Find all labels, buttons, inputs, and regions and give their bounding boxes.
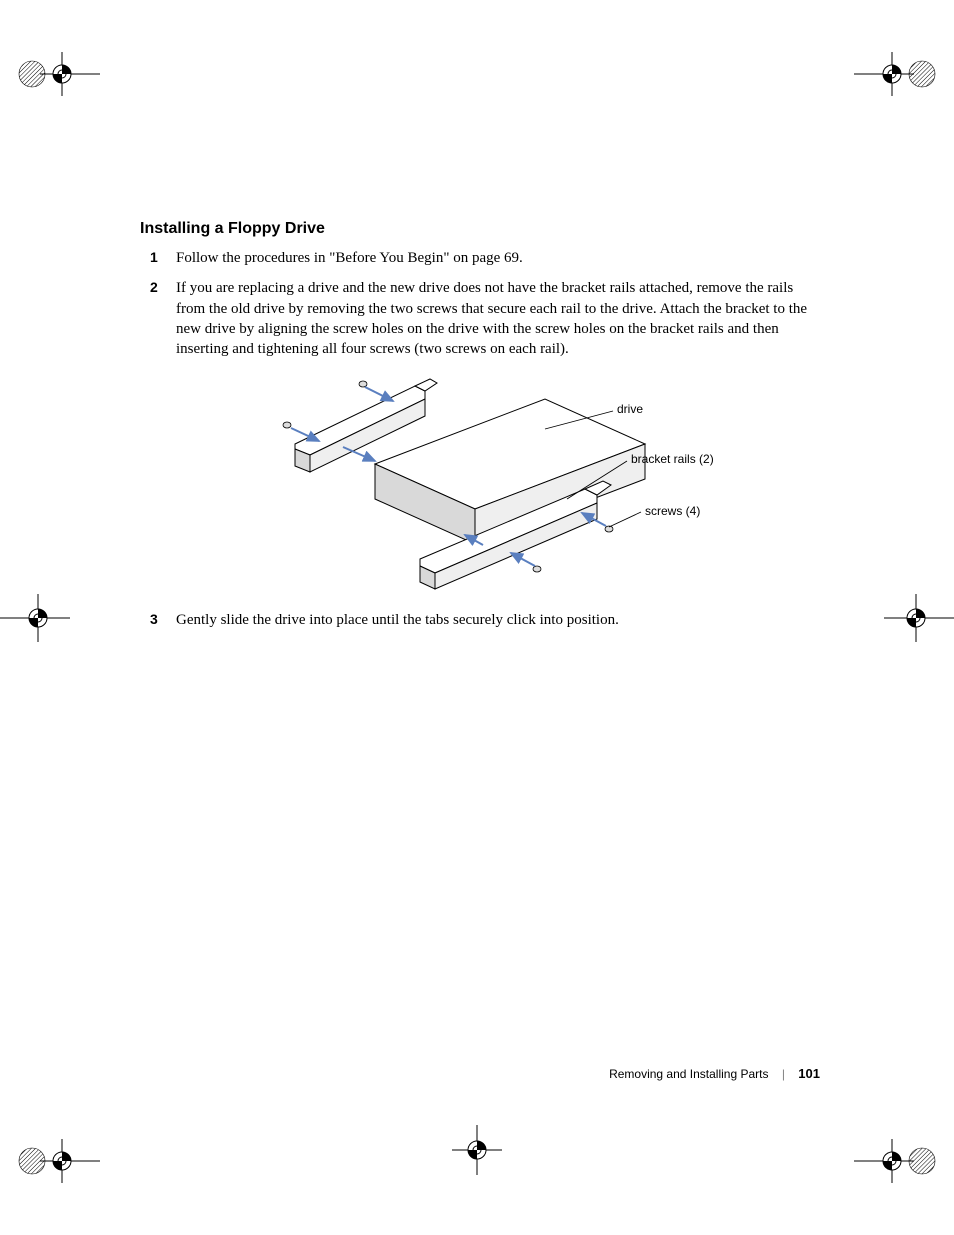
step-2: 2 If you are replacing a drive and the n…	[140, 278, 820, 359]
callout-drive: drive	[617, 402, 643, 416]
page-footer: Removing and Installing Parts | 101	[140, 1066, 820, 1081]
step-text: If you are replacing a drive and the new…	[176, 280, 807, 357]
step-list-continued: 3 Gently slide the drive into place unti…	[140, 610, 820, 630]
footer-page-number: 101	[798, 1066, 820, 1081]
page-body: Installing a Floppy Drive 1 Follow the p…	[140, 220, 820, 641]
step-number: 3	[150, 610, 158, 629]
crop-mark-left-mid	[0, 594, 70, 642]
crop-mark-top-right	[854, 52, 944, 142]
arrow-screw-front-1	[511, 553, 535, 566]
arrow-screw-back-1	[365, 387, 393, 401]
leader-screws	[609, 512, 641, 527]
crop-mark-bottom-right	[854, 1093, 944, 1183]
figure-floppy-drive: drive bracket rails (2) screws (4)	[140, 369, 820, 604]
crop-rule-top	[60, 105, 894, 106]
callout-rails: bracket rails (2)	[631, 452, 714, 466]
step-number: 1	[150, 248, 158, 267]
crop-mark-bottom-left	[10, 1093, 100, 1183]
step-list: 1 Follow the procedures in "Before You B…	[140, 248, 820, 359]
crop-mark-right-mid	[884, 594, 954, 642]
footer-divider: |	[782, 1067, 785, 1081]
step-text: Gently slide the drive into place until …	[176, 612, 619, 628]
crop-mark-top-left	[10, 52, 100, 142]
step-text: Follow the procedures in "Before You Beg…	[176, 250, 523, 266]
step-3: 3 Gently slide the drive into place unti…	[140, 610, 820, 630]
crop-mark-bottom-center	[452, 1125, 502, 1175]
section-title: Installing a Floppy Drive	[140, 220, 820, 238]
step-1: 1 Follow the procedures in "Before You B…	[140, 248, 820, 268]
callout-screws: screws (4)	[645, 504, 700, 518]
step-number: 2	[150, 278, 158, 297]
footer-chapter: Removing and Installing Parts	[609, 1067, 768, 1081]
